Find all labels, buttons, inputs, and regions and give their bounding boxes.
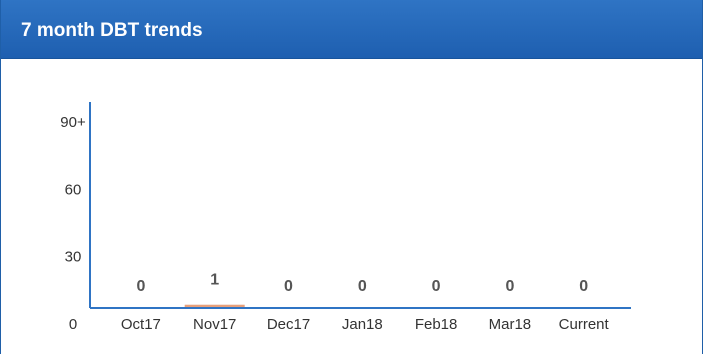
y-tick-label: 30 xyxy=(65,249,82,266)
category-label: Oct17 xyxy=(121,316,161,333)
data-labels: 0 1 0 0 0 0 0 xyxy=(136,272,588,295)
category-label: Feb18 xyxy=(415,316,458,333)
y-tick-label: 90+ xyxy=(60,114,86,131)
category-label: Mar18 xyxy=(489,316,532,333)
y-axis: 0 30 60 90+ xyxy=(60,102,91,333)
panel-header: 7 month DBT trends xyxy=(1,0,702,59)
category-label: Jan18 xyxy=(342,316,383,333)
data-label: 0 xyxy=(432,278,441,295)
bars xyxy=(184,304,245,307)
category-labels: Oct17 Nov17 Dec17 Jan18 Feb18 Mar18 Current xyxy=(121,316,610,333)
data-label: 0 xyxy=(136,278,145,295)
data-label: 0 xyxy=(358,278,367,295)
category-label: Current xyxy=(559,316,610,333)
data-label: 0 xyxy=(505,278,514,295)
data-label: 0 xyxy=(579,278,588,295)
data-label: 1 xyxy=(210,272,219,289)
panel-title: 7 month DBT trends xyxy=(21,20,203,41)
y-tick-label: 60 xyxy=(65,181,82,198)
bar xyxy=(184,304,245,307)
category-label: Nov17 xyxy=(193,316,236,333)
data-label: 0 xyxy=(284,278,293,295)
y-tick-label: 0 xyxy=(69,316,77,333)
category-label: Dec17 xyxy=(267,316,310,333)
